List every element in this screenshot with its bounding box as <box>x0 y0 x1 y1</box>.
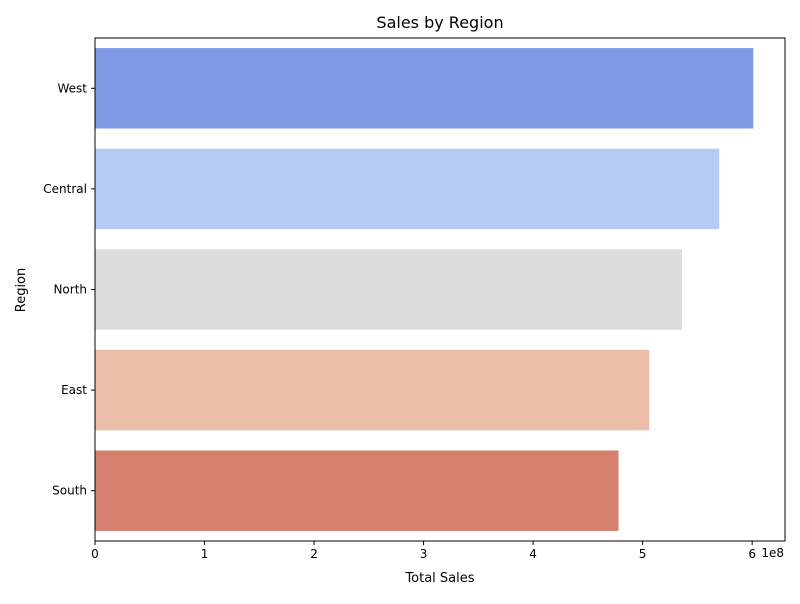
y-tick-label-east: East <box>61 383 87 397</box>
y-tick-label-central: Central <box>43 182 87 196</box>
x-tick-label: 3 <box>420 547 428 561</box>
y-axis-label: Region <box>14 268 29 313</box>
bar-central <box>95 148 720 230</box>
x-tick-label: 0 <box>91 547 99 561</box>
y-tick-label-north: North <box>53 283 87 297</box>
y-tick-label-south: South <box>52 484 87 498</box>
bar-north <box>95 249 683 330</box>
x-axis-label: Total Sales <box>404 571 474 586</box>
x-tick-label: 2 <box>310 547 318 561</box>
x-tick-label: 4 <box>529 547 537 561</box>
bars-layer <box>95 48 754 531</box>
x-tick-label: 6 <box>748 547 756 561</box>
y-tick-label-west: West <box>57 81 87 95</box>
x-axis-scale-label: 1e8 <box>761 546 784 560</box>
plot-frame <box>94 37 786 542</box>
chart-title: Sales by Region <box>376 13 503 32</box>
x-tick-label: 1 <box>201 547 209 561</box>
x-tick-label: 5 <box>639 547 647 561</box>
bar-south <box>95 450 619 531</box>
bar-west <box>95 48 754 129</box>
bar-east <box>95 349 650 431</box>
ticks-layer: West Central North East South 0 1 2 3 4 5 6 <box>43 81 756 561</box>
axes-layer <box>94 37 786 542</box>
